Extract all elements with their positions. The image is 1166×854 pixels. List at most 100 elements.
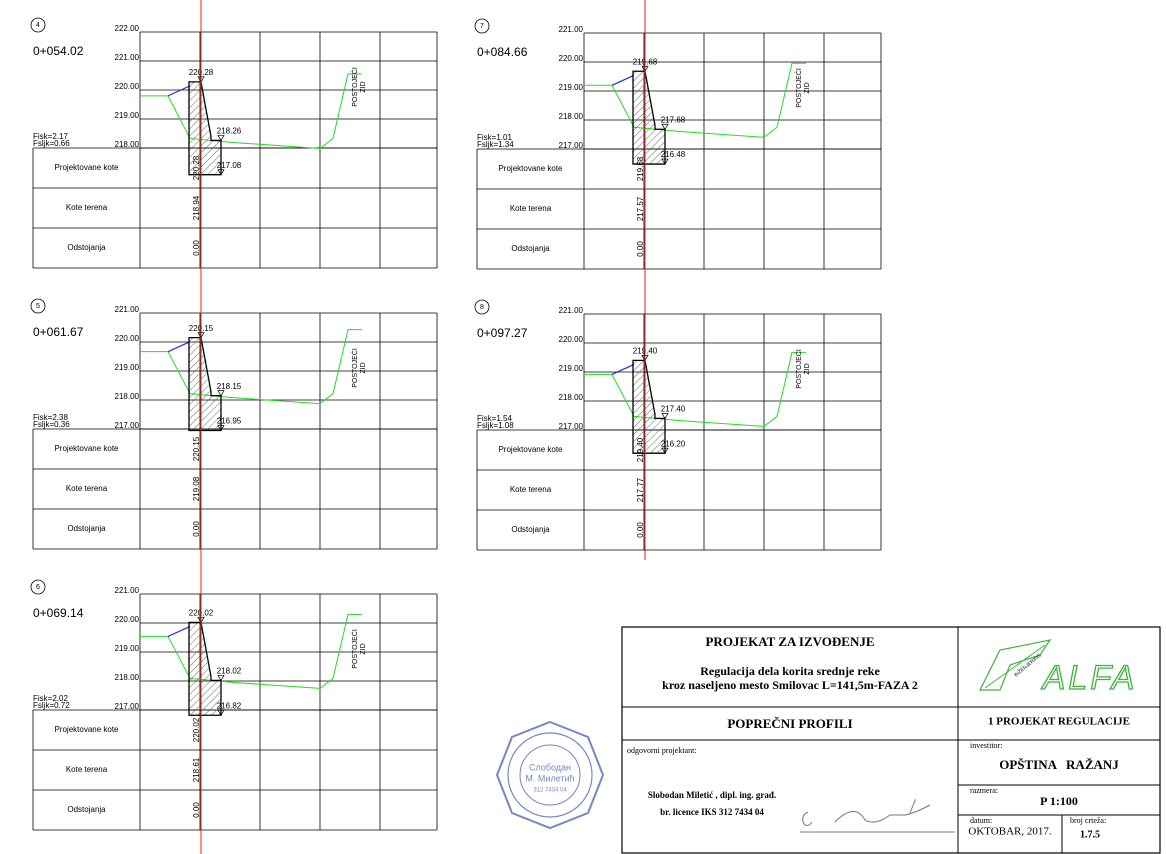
level-marker [217, 425, 225, 432]
project-type: PROJEKAT ZA IZVOĐENJE [705, 634, 874, 649]
wall [188, 621, 222, 716]
license: br. licence IKS 312 7434 04 [660, 807, 764, 817]
existing-wall-label: ZID [360, 81, 367, 92]
row-label: Odstojanja [511, 244, 550, 253]
row-value: 0.00 [636, 241, 645, 257]
stamp-text: Слободан [529, 762, 571, 772]
description: Regulacija dela korita srednje reke [700, 664, 880, 678]
row-value: 219.08 [192, 476, 201, 501]
description: kroz naseljeno mesto Smilovac L=141,5m-F… [662, 678, 918, 692]
row-label: Projektovane kote [498, 445, 563, 454]
elevation-label: 218.00 [115, 140, 140, 149]
drawing-no: 1.7.5 [1080, 829, 1100, 840]
elevation-label: 217.00 [115, 421, 140, 430]
existing-wall-label: POSTOJEĆI [350, 629, 359, 669]
row-label: Odstojanja [67, 524, 106, 533]
row-value: 217.57 [636, 196, 645, 221]
row-label: Projektovane kote [54, 163, 119, 172]
profile-number: 7 [480, 23, 484, 30]
row-label: Kote terena [66, 484, 108, 493]
responsible-label: odgovorni projektant: [627, 746, 697, 755]
fisk: Fisk=2.38 [33, 413, 68, 422]
elevation-label: 219.00 [115, 111, 140, 120]
elevation-label: 217.00 [559, 422, 584, 431]
existing-wall-label: POSTOJEĆI [794, 349, 803, 389]
existing-wall-label: ZID [804, 363, 811, 374]
row-value: 0.00 [192, 802, 201, 818]
terrain [584, 351, 806, 427]
level-label: 216.82 [217, 701, 242, 710]
elevation-label: 218.00 [559, 112, 584, 121]
row-label: Kote terena [66, 765, 108, 774]
level-marker [661, 123, 669, 130]
profile-number: 8 [480, 304, 484, 311]
level-marker [217, 169, 225, 176]
water-line [167, 85, 191, 97]
row-value: 0.00 [192, 240, 201, 256]
existing-wall-label: POSTOJEĆI [794, 68, 803, 108]
existing-wall-label: POSTOJEĆI [350, 67, 359, 107]
elevation-label: 218.00 [115, 673, 140, 682]
level-marker [661, 158, 669, 165]
fisk: Fisk=1.54 [477, 414, 512, 423]
water-line [167, 341, 191, 353]
level-marker [217, 135, 225, 142]
level-marker [217, 390, 225, 397]
wall [632, 359, 666, 454]
fisk: Fisk=2.02 [33, 694, 68, 703]
row-label: Projektovane kote [498, 164, 563, 173]
level-label: 216.48 [661, 150, 686, 159]
elevation-label: 219.00 [559, 364, 584, 373]
level-marker [661, 413, 669, 420]
existing-wall-label: ZID [360, 362, 367, 373]
profiles: 4 0+054.02 222.00 221.00 220.00 219.00 218.00 F… [30, 17, 882, 831]
wall [188, 81, 222, 176]
existing-wall-label: POSTOJEĆI [350, 348, 359, 388]
wall [632, 70, 666, 165]
station: 0+097.27 [477, 326, 528, 340]
profile-marker [474, 299, 490, 315]
profile: 4 0+054.02 222.00 221.00 220.00 219.00 218.00 F… [30, 17, 438, 269]
terrain [140, 73, 362, 149]
profile: 7 0+084.66 221.00 220.00 219.00 218.00 217.00 F… [474, 18, 882, 270]
scale-label: razmera: [970, 786, 998, 795]
drawing-no-label: broj crteža: [1070, 816, 1106, 825]
elevation-label: 221.00 [115, 53, 140, 62]
row-value: 218.61 [192, 757, 201, 782]
row-value: 220.02 [192, 717, 201, 742]
station: 0+069.14 [33, 606, 84, 620]
title-block [621, 626, 1161, 854]
elevation-label: 220.00 [115, 615, 140, 624]
row-label: Kote terena [510, 204, 552, 213]
elevation-label: 220.00 [559, 54, 584, 63]
water-line [611, 363, 635, 375]
fisk: Fisk=1.01 [477, 133, 512, 142]
row-value: 220.15 [192, 436, 201, 461]
elevation-label: 220.00 [115, 82, 140, 91]
row-label: Projektovane kote [54, 725, 119, 734]
level-label: 217.08 [217, 161, 242, 170]
row-label: Odstojanja [67, 243, 106, 252]
elevation-label: 220.00 [115, 334, 140, 343]
drawing-title: POPREČNI PROFILI [727, 716, 852, 731]
row-label: Odstojanja [67, 805, 106, 814]
row-label: Kote terena [66, 203, 108, 212]
level-marker [661, 447, 669, 454]
existing-wall-label: ZID [360, 643, 367, 654]
profile: 8 0+097.27 221.00 220.00 219.00 218.00 217.00 F… [474, 299, 882, 551]
logo: ALFA [1041, 659, 1138, 697]
elevation-label: 219.00 [115, 644, 140, 653]
level-label: 217.40 [661, 405, 686, 414]
level-label: 217.68 [661, 115, 686, 124]
level-marker [217, 675, 225, 682]
elevation-label: 221.00 [559, 25, 584, 34]
elevation-label: 219.00 [559, 83, 584, 92]
row-value: 0.00 [192, 521, 201, 537]
profile-marker [30, 579, 46, 595]
stamp: Слободан М. Милетић 312 7434 04 [495, 720, 605, 830]
signature [802, 799, 931, 827]
row-value: 218.94 [192, 195, 201, 220]
elevation-label: 222.00 [115, 24, 140, 33]
fsljk: Fsljk=0.72 [33, 701, 70, 710]
elevation-label: 219.00 [115, 363, 140, 372]
